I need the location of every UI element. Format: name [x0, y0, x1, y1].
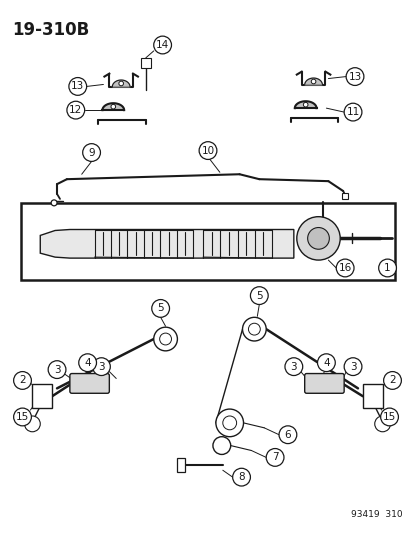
Bar	[342, 193, 348, 199]
Circle shape	[311, 79, 316, 84]
Circle shape	[384, 372, 401, 389]
Text: 11: 11	[347, 107, 360, 117]
Circle shape	[152, 300, 170, 317]
FancyBboxPatch shape	[70, 374, 109, 393]
Circle shape	[119, 81, 124, 86]
Circle shape	[317, 354, 335, 372]
Circle shape	[303, 102, 308, 107]
Text: 3: 3	[290, 362, 297, 372]
Polygon shape	[40, 230, 294, 258]
Text: 13: 13	[71, 82, 84, 92]
Text: 4: 4	[323, 358, 330, 368]
Circle shape	[336, 259, 354, 277]
Text: 10: 10	[201, 146, 215, 156]
Circle shape	[51, 200, 57, 206]
Bar	[20, 203, 396, 280]
Text: 13: 13	[348, 71, 362, 82]
Circle shape	[279, 426, 297, 443]
Text: 7: 7	[272, 453, 278, 463]
Text: 1: 1	[384, 263, 391, 273]
Text: 8: 8	[238, 472, 245, 482]
Circle shape	[93, 358, 110, 376]
Bar	[141, 58, 151, 68]
Circle shape	[379, 259, 396, 277]
Text: 12: 12	[69, 105, 82, 115]
Bar	[363, 384, 383, 408]
Text: 3: 3	[54, 365, 60, 375]
Circle shape	[213, 437, 231, 455]
Text: 3: 3	[350, 362, 357, 372]
Circle shape	[79, 354, 97, 372]
Circle shape	[308, 228, 329, 249]
Circle shape	[344, 358, 362, 376]
Circle shape	[243, 317, 266, 341]
Circle shape	[285, 358, 303, 376]
Circle shape	[48, 361, 66, 378]
Bar	[177, 458, 185, 472]
Polygon shape	[112, 80, 130, 87]
Circle shape	[233, 469, 250, 486]
Text: 5: 5	[256, 290, 262, 301]
Polygon shape	[102, 103, 124, 110]
Text: 15: 15	[383, 412, 396, 422]
Text: 16: 16	[339, 263, 352, 273]
Circle shape	[266, 449, 284, 466]
Circle shape	[381, 408, 399, 426]
Circle shape	[25, 416, 40, 432]
Circle shape	[250, 287, 268, 304]
Circle shape	[154, 36, 171, 54]
Circle shape	[154, 327, 177, 351]
Text: 5: 5	[157, 303, 164, 313]
Bar	[32, 384, 52, 408]
Text: 2: 2	[19, 375, 26, 385]
Text: 9: 9	[88, 148, 95, 158]
Text: 4: 4	[84, 358, 91, 368]
Circle shape	[346, 68, 364, 85]
Text: 15: 15	[16, 412, 29, 422]
Circle shape	[199, 142, 217, 159]
Circle shape	[14, 408, 31, 426]
Text: 3: 3	[98, 362, 105, 372]
FancyBboxPatch shape	[305, 374, 344, 393]
Text: 6: 6	[285, 430, 291, 440]
Circle shape	[375, 416, 391, 432]
Circle shape	[67, 101, 85, 119]
Text: 14: 14	[156, 40, 169, 50]
Circle shape	[83, 144, 100, 161]
Circle shape	[14, 372, 31, 389]
Text: 19-310B: 19-310B	[12, 21, 90, 39]
Polygon shape	[295, 101, 317, 108]
Circle shape	[69, 78, 87, 95]
Text: 93419  310: 93419 310	[351, 510, 402, 519]
Text: 2: 2	[389, 375, 396, 385]
Polygon shape	[305, 78, 322, 85]
Circle shape	[297, 217, 340, 260]
Circle shape	[216, 409, 243, 437]
Circle shape	[111, 104, 116, 109]
Circle shape	[344, 103, 362, 121]
